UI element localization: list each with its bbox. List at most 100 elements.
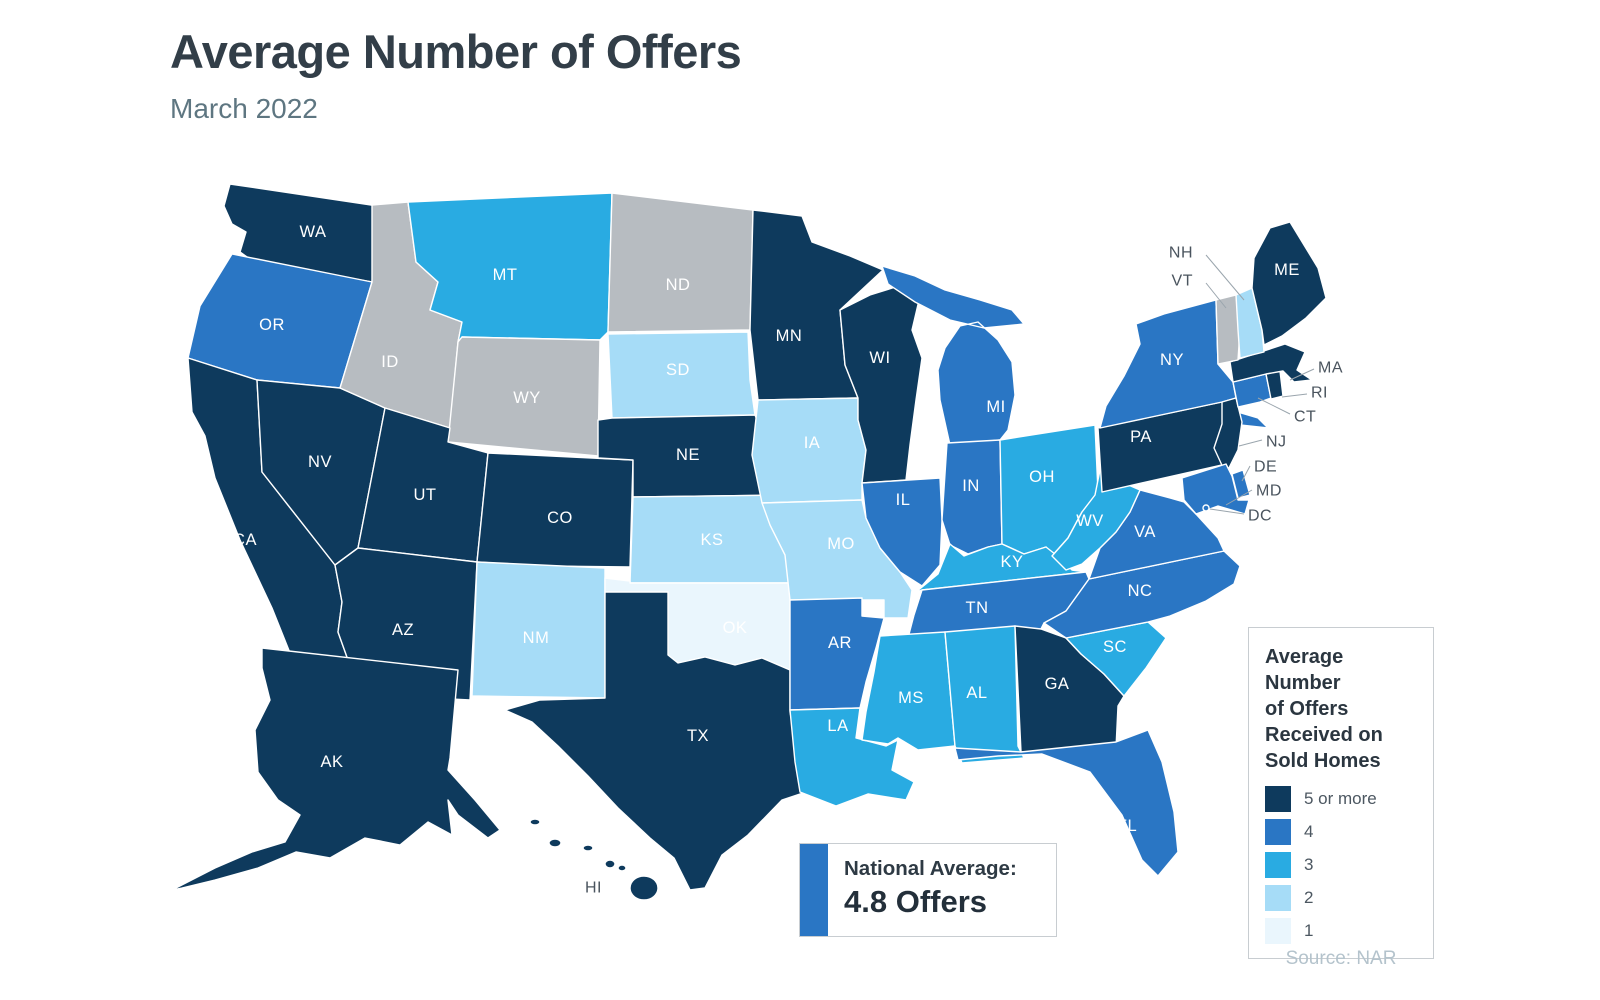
leader-line-MD xyxy=(1225,489,1253,506)
state-TX[interactable] xyxy=(504,591,813,891)
legend-box: Average Number of Offers Received on Sold Ho… xyxy=(1248,627,1434,959)
leader-line-NH xyxy=(1205,254,1245,301)
state-label-MT: MT xyxy=(493,266,518,284)
state-label-AR: AR xyxy=(828,634,852,652)
national-average-callout: National Average: 4.8 Offers xyxy=(799,843,1057,937)
state-label-AK: AK xyxy=(320,753,343,771)
state-label-IN: IN xyxy=(962,477,980,495)
state-label-OR: OR xyxy=(259,316,285,334)
legend-title-line: Received on xyxy=(1265,724,1383,746)
state-label-NC: NC xyxy=(1128,582,1153,600)
state-label-LA: LA xyxy=(827,717,848,735)
state-label-MA: MA xyxy=(1318,360,1343,377)
state-NC[interactable] xyxy=(1043,550,1241,639)
legend-swatch-4 xyxy=(1265,885,1291,911)
leader-line-VT xyxy=(1205,282,1227,309)
legend-label: 2 xyxy=(1304,888,1314,907)
header: Average Number of Offers March 2022 xyxy=(170,24,742,125)
legend-item-4: 4 xyxy=(1265,819,1419,845)
state-LA[interactable] xyxy=(789,707,915,807)
legend-items: 5 or more 4 3 2 1 xyxy=(1265,786,1419,944)
state-label-WV: WV xyxy=(1076,512,1104,530)
state-WY[interactable] xyxy=(447,336,601,457)
legend-title: Average Number of Offers Received on Sold Ho… xyxy=(1265,644,1419,774)
state-label-NM: NM xyxy=(523,629,550,647)
state-label-OK: OK xyxy=(723,619,748,637)
legend-swatch-5 xyxy=(1265,918,1291,944)
state-label-NY: NY xyxy=(1160,351,1184,369)
state-label-FL: FL xyxy=(1117,817,1137,835)
state-IN[interactable] xyxy=(941,439,1003,555)
leader-line-DE xyxy=(1241,465,1251,482)
state-label-OH: OH xyxy=(1029,468,1055,486)
state-label-PA: PA xyxy=(1130,428,1152,446)
state-label-WY: WY xyxy=(513,389,541,407)
legend-label: 1 xyxy=(1304,921,1314,940)
state-label-CO: CO xyxy=(547,509,573,527)
legend-swatch-3 xyxy=(1265,852,1291,878)
state-HI-island-3[interactable] xyxy=(582,844,594,852)
state-label-CA: CA xyxy=(233,531,257,549)
state-HI-island-4[interactable] xyxy=(604,859,616,869)
state-label-ID: ID xyxy=(381,353,399,371)
state-HI-island-5[interactable] xyxy=(617,864,627,872)
callout-accent-bar xyxy=(800,844,828,936)
state-label-WI: WI xyxy=(869,349,890,367)
state-MA[interactable] xyxy=(1229,343,1313,383)
state-HI-island-2[interactable] xyxy=(548,838,562,848)
state-HI-island-1[interactable] xyxy=(529,818,541,826)
page-title: Average Number of Offers xyxy=(170,25,742,78)
state-label-DE: DE xyxy=(1254,459,1277,476)
state-NM[interactable] xyxy=(471,561,606,699)
state-label-ND: ND xyxy=(666,276,691,294)
state-label-RI: RI xyxy=(1311,385,1328,402)
state-label-TN: TN xyxy=(966,599,989,617)
state-FL[interactable] xyxy=(954,729,1179,877)
legend-label: 3 xyxy=(1304,855,1314,874)
state-DC[interactable] xyxy=(1202,504,1210,512)
state-SD[interactable] xyxy=(607,331,756,419)
legend-item-3: 3 xyxy=(1265,852,1419,878)
state-ME[interactable] xyxy=(1251,221,1327,346)
state-label-CT: CT xyxy=(1294,409,1316,426)
state-label-NH: NH xyxy=(1169,245,1193,262)
state-label-AL: AL xyxy=(966,684,987,702)
state-label-SD: SD xyxy=(666,361,690,379)
state-AK[interactable] xyxy=(171,647,501,891)
source-note: Source: NAR xyxy=(1285,948,1397,969)
state-ND[interactable] xyxy=(607,192,754,333)
state-label-NE: NE xyxy=(676,446,700,464)
leader-line-CT xyxy=(1257,397,1291,415)
state-label-VT: VT xyxy=(1172,273,1193,290)
legend-title-line: of Offers xyxy=(1265,698,1349,720)
state-HI-island-6[interactable] xyxy=(629,875,659,901)
callout-label: National Average: xyxy=(844,857,1017,880)
callout-body: National Average: 4.8 Offers xyxy=(828,844,1017,936)
state-label-HI: HI xyxy=(585,880,602,897)
state-label-WA: WA xyxy=(300,223,327,241)
leader-line-RI xyxy=(1281,393,1308,398)
state-label-MO: MO xyxy=(827,535,855,553)
state-label-GA: GA xyxy=(1045,675,1070,693)
leader-line-MA xyxy=(1289,368,1315,381)
legend-label: 4 xyxy=(1304,822,1314,841)
legend-item-1: 1 xyxy=(1265,918,1419,944)
page-subtitle: March 2022 xyxy=(170,93,318,124)
legend-title-line: Average xyxy=(1265,646,1344,668)
state-IL[interactable] xyxy=(861,477,943,587)
legend-swatch-1 xyxy=(1265,786,1291,812)
legend-label: 5 or more xyxy=(1304,789,1377,808)
state-label-AZ: AZ xyxy=(392,621,414,639)
state-label-ME: ME xyxy=(1274,261,1300,279)
leader-line-DC xyxy=(1209,508,1245,515)
legend-title-line: Sold Homes xyxy=(1265,750,1381,772)
state-label-IL: IL xyxy=(896,491,911,509)
us-choropleth-map[interactable]: WA OR CA NV ID MT WY UT CO AZ NM ND SD NE KS OK TX MN IA MO… xyxy=(160,160,1370,950)
state-SC[interactable] xyxy=(1065,621,1167,697)
state-label-NV: NV xyxy=(308,453,332,471)
legend-item-2: 2 xyxy=(1265,885,1419,911)
state-MI[interactable] xyxy=(881,265,1025,446)
state-label-MS: MS xyxy=(898,689,924,707)
state-label-MD: MD xyxy=(1256,483,1282,500)
